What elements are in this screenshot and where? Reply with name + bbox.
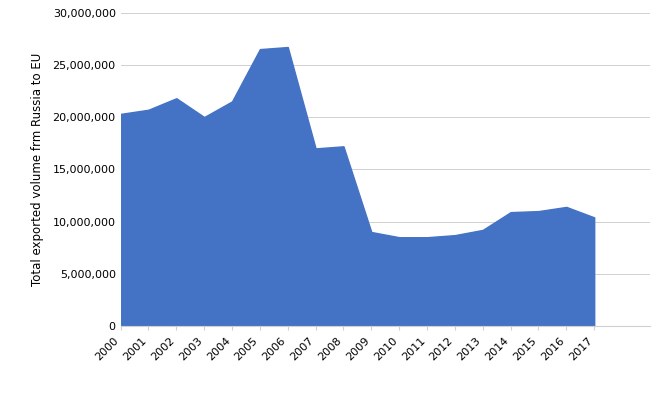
Y-axis label: Total exported volume frm Russia to EU: Total exported volume frm Russia to EU xyxy=(31,53,44,286)
